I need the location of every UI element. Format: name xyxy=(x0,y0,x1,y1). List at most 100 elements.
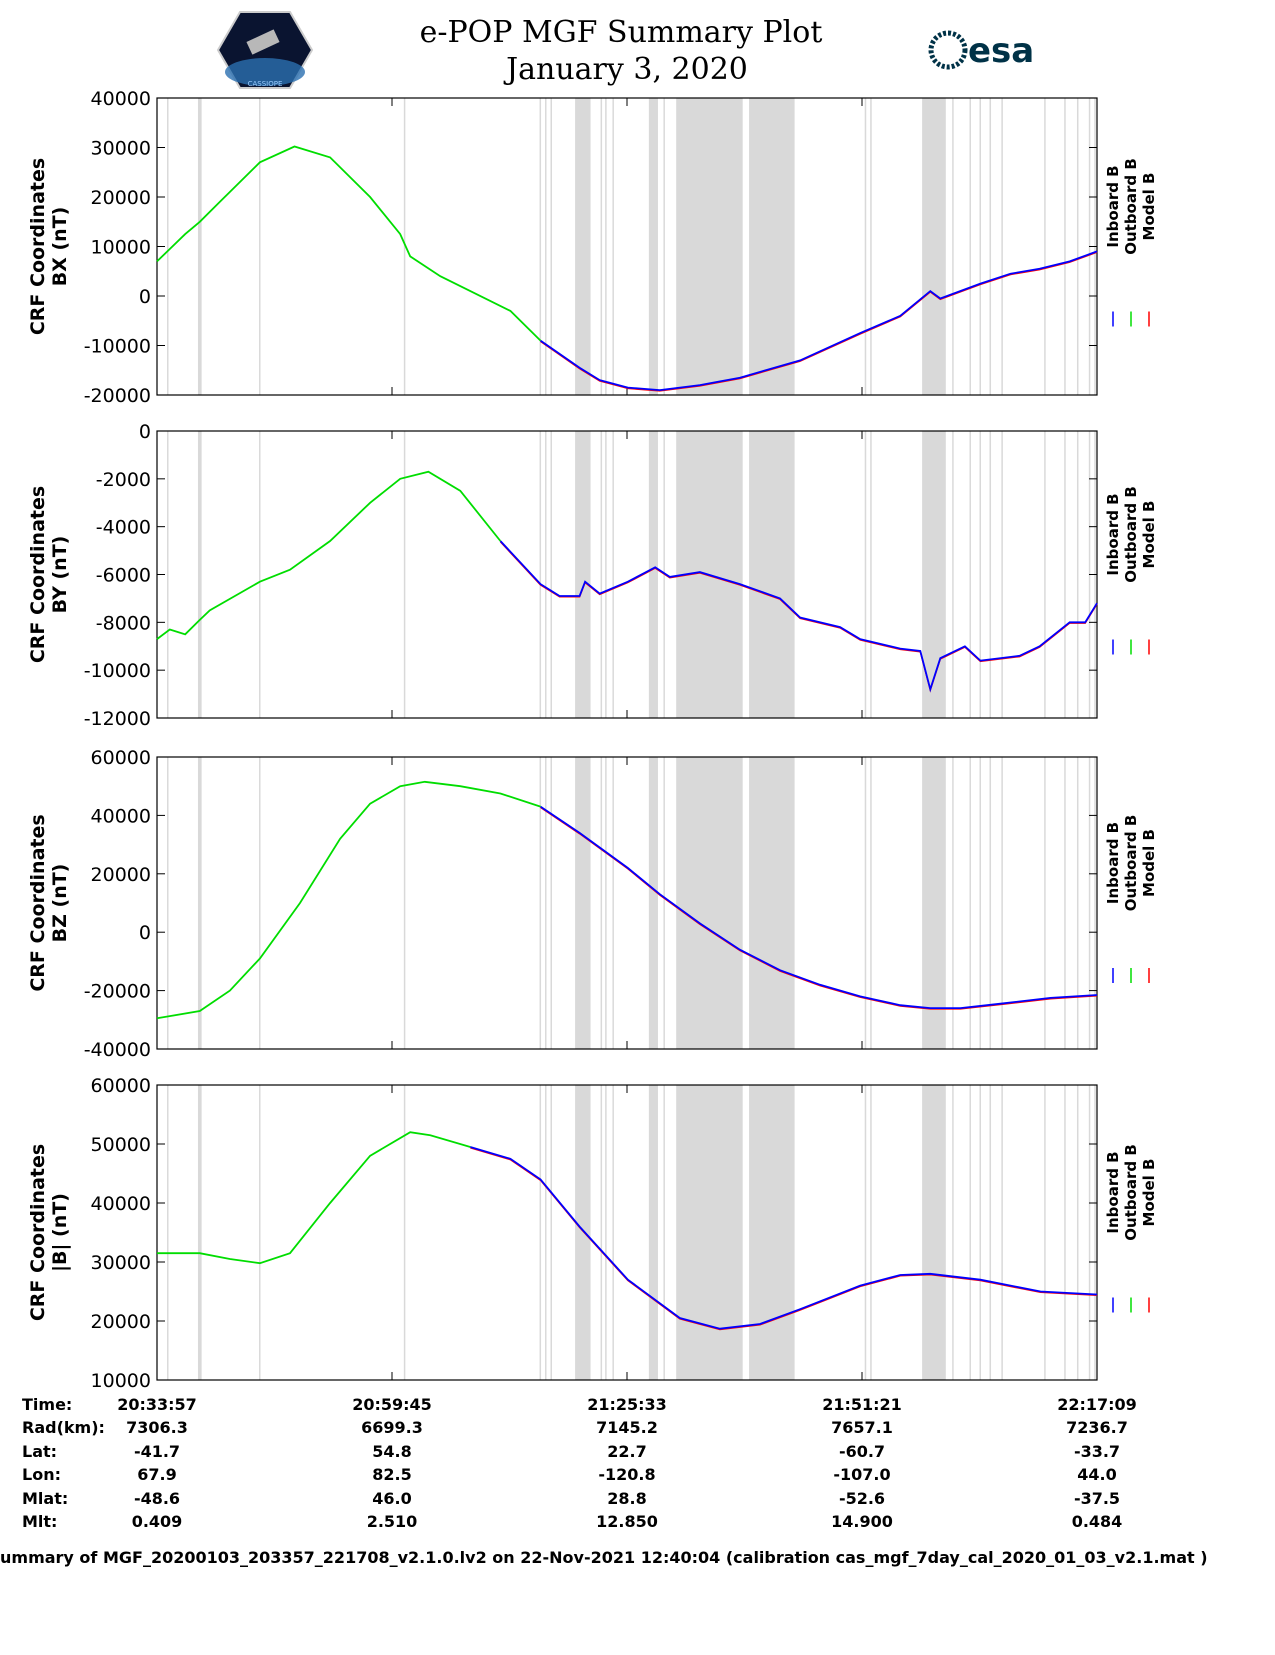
data-gap-band xyxy=(952,757,954,1049)
table-cell: 20:59:45 xyxy=(352,1395,432,1414)
data-gap-band xyxy=(1044,98,1046,395)
footer-caption: Summary of MGF_20200103_203357_221708_v2… xyxy=(0,1548,1208,1567)
table-row-label: Lat: xyxy=(22,1442,57,1461)
data-gap-band xyxy=(259,757,261,1049)
inboard-b-line xyxy=(539,805,1098,1009)
plot-frame xyxy=(156,97,1098,396)
data-gap-band xyxy=(749,98,795,395)
esa-logo: esa xyxy=(928,30,1034,71)
y-tick-label: -10000 xyxy=(84,660,151,682)
data-gap-band xyxy=(952,1085,954,1380)
data-gap-band xyxy=(749,431,795,718)
data-gap-band xyxy=(922,98,946,395)
data-gap-band xyxy=(1064,1085,1066,1380)
plot-date: January 3, 2020 xyxy=(503,52,748,87)
plot-title: e-POP MGF Summary Plot xyxy=(420,15,823,50)
data-gap-band xyxy=(575,757,591,1049)
table-cell: 7145.2 xyxy=(596,1418,658,1437)
data-gap-band xyxy=(575,431,591,718)
table-cell: 28.8 xyxy=(607,1489,646,1508)
data-gap-band xyxy=(979,98,981,395)
data-gap-band xyxy=(550,757,552,1049)
data-gap-band xyxy=(969,757,971,1049)
data-gap-band xyxy=(648,98,658,395)
table-cell: 67.9 xyxy=(137,1465,176,1484)
y-tick-label: 0 xyxy=(139,922,151,944)
data-gap-band xyxy=(749,757,795,1049)
y-tick-label: 0 xyxy=(139,421,151,443)
y-tick-label: 30000 xyxy=(91,138,151,160)
data-gap-band xyxy=(600,431,603,718)
y-tick-label: 60000 xyxy=(91,1075,151,1097)
data-gap-band xyxy=(612,1085,614,1380)
table-cell: 7236.7 xyxy=(1066,1418,1128,1437)
panel-4: 10000 20000 30000 40000 50000 60000 CRF Coordi… xyxy=(27,1075,1158,1392)
legend-label: Inboard B xyxy=(1104,165,1122,247)
table-row-label: Mlt: xyxy=(22,1512,57,1531)
table-row-label: Mlat: xyxy=(22,1489,68,1508)
cassiope-logo: CASSIOPE xyxy=(216,11,314,89)
legend-label: Model B xyxy=(1140,173,1158,241)
data-gap-band xyxy=(550,98,552,395)
data-gap-band xyxy=(979,1085,981,1380)
table-cell: -37.5 xyxy=(1074,1489,1120,1508)
legend-label: Inboard B xyxy=(1104,1151,1122,1233)
data-gap-band xyxy=(605,98,607,395)
data-gap-band xyxy=(864,431,867,718)
data-gap-band xyxy=(1076,757,1079,1049)
y-axis-label: BZ (nT) xyxy=(49,864,71,943)
legend-label: Outboard B xyxy=(1122,486,1140,583)
data-gap-band xyxy=(1001,757,1003,1049)
data-gap-band xyxy=(648,757,658,1049)
table-cell: 46.0 xyxy=(372,1489,411,1508)
data-gap-band xyxy=(922,757,946,1049)
data-gap-band xyxy=(663,98,665,395)
y-tick-label: 40000 xyxy=(91,88,151,110)
model-b-line xyxy=(540,806,1098,1010)
data-gap-band xyxy=(1088,757,1091,1049)
data-gap-band xyxy=(403,431,406,718)
y-axis-label: BY (nT) xyxy=(49,536,71,614)
data-gap-band xyxy=(1001,431,1003,718)
svg-text:CASSIOPE: CASSIOPE xyxy=(248,80,283,88)
table-cell: 22:17:09 xyxy=(1057,1395,1137,1414)
data-gap-band xyxy=(989,431,992,718)
table-cell: -41.7 xyxy=(134,1442,180,1461)
legend-label: Outboard B xyxy=(1122,1144,1140,1241)
data-gap-band xyxy=(864,1085,867,1380)
data-gap-band xyxy=(575,1085,591,1380)
data-gap-band xyxy=(605,1085,607,1380)
y-tick-label: 40000 xyxy=(91,1193,151,1215)
panel-1: -20000 -10000 0 10000 20000 30000 40000 CRF Coo… xyxy=(27,88,1158,407)
data-gap-band xyxy=(545,98,547,395)
data-gap-band xyxy=(403,757,406,1049)
data-gap-band xyxy=(870,98,872,395)
outboard-b-line xyxy=(156,470,502,640)
data-gap-band xyxy=(648,431,658,718)
table-cell: 20:33:57 xyxy=(117,1395,197,1414)
y-axis-label: BX (nT) xyxy=(49,207,71,287)
legend-label: Outboard B xyxy=(1122,158,1140,255)
outboard-b-line xyxy=(157,1131,471,1265)
data-gap-band xyxy=(1064,431,1066,718)
y-tick-label: 60000 xyxy=(91,747,151,769)
data-gap-band xyxy=(545,1085,547,1380)
outboard-b-line xyxy=(156,145,542,342)
table-cell: 6699.3 xyxy=(361,1418,423,1437)
data-gap-band xyxy=(403,1085,406,1380)
data-gap-band xyxy=(870,1085,872,1380)
data-gap-band xyxy=(259,1085,261,1380)
table-cell: 0.409 xyxy=(132,1512,183,1531)
y-axis-label: CRF Coordinates xyxy=(27,814,49,991)
table-cell: -48.6 xyxy=(134,1489,180,1508)
table-cell: 44.0 xyxy=(1077,1465,1116,1484)
y-tick-label: -40000 xyxy=(84,1039,151,1061)
data-gap-band xyxy=(167,1085,169,1380)
y-tick-label: -6000 xyxy=(96,565,151,587)
data-gap-band xyxy=(870,431,872,718)
data-gap-band xyxy=(969,98,971,395)
table-cell: -120.8 xyxy=(598,1465,655,1484)
data-gap-band xyxy=(749,1085,795,1380)
inboard-b-line xyxy=(499,540,1098,693)
